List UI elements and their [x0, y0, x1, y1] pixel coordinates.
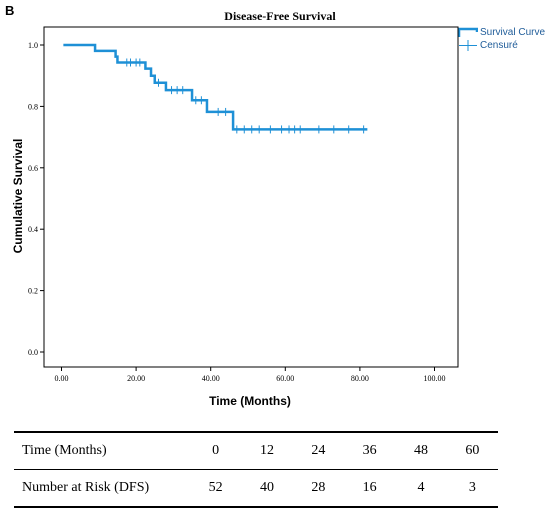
risk-table-cell: 40 [241, 469, 293, 508]
x-tick-label: 0.00 [55, 374, 69, 383]
survival-curve-line [63, 43, 368, 131]
x-tick-label: 40.00 [202, 374, 220, 383]
survival-curve-swatch-icon [458, 27, 478, 37]
km-plot: 0.00 20.00 40.00 60.00 80.00 100.00 0.0 0.2 0.4 0… [28, 26, 459, 383]
x-tick-label: 20.00 [127, 374, 145, 383]
legend-label-censored: Censuré [480, 40, 518, 51]
risk-table-cell: 12 [241, 431, 293, 470]
risk-table-cell: 3 [446, 469, 498, 508]
risk-table-cell: 48 [395, 431, 447, 470]
risk-table-at-risk-row: Number at Risk (DFS) 52 40 28 16 4 3 [14, 469, 498, 508]
y-tick-label: 1.0 [28, 41, 38, 50]
y-tick-label: 0.0 [28, 348, 38, 357]
risk-table-time-row: Time (Months) 0 12 24 36 48 60 [14, 431, 498, 470]
risk-table-cell: 4 [395, 469, 447, 508]
risk-table: Time (Months) 0 12 24 36 48 60 Number at Risk (… [14, 431, 498, 508]
risk-table-row-label: Number at Risk (DFS) [14, 469, 190, 508]
panel-letter: B [5, 3, 15, 18]
risk-table-row-label: Time (Months) [14, 431, 190, 470]
y-tick-label: 0.8 [28, 102, 38, 111]
censored-swatch-icon [459, 40, 477, 51]
legend-item-survival-curve: Survival Curve [458, 26, 545, 39]
y-tick-label: 0.4 [28, 225, 38, 234]
chart-title: Disease-Free Survival [224, 9, 336, 23]
risk-table-cell: 36 [343, 431, 396, 470]
risk-table-cell: 24 [292, 431, 344, 470]
legend-label-survival-curve: Survival Curve [480, 27, 546, 38]
risk-table-cell: 16 [343, 469, 396, 508]
risk-table-cell: 28 [292, 469, 344, 508]
legend: Survival Curve Censuré [458, 26, 545, 52]
y-tick-label: 0.2 [28, 287, 38, 296]
x-tick-label: 80.00 [351, 374, 369, 383]
legend-item-censored: Censuré [458, 39, 545, 52]
risk-table-cell: 0 [190, 431, 242, 470]
x-tick-label: 60.00 [276, 374, 294, 383]
risk-table-cell: 60 [446, 431, 498, 470]
risk-table-cell: 52 [190, 469, 242, 508]
x-tick-label: 100.00 [424, 374, 446, 383]
y-tick-label: 0.6 [28, 164, 38, 173]
plot-frame [43, 26, 459, 368]
x-axis-label: Time (Months) [209, 394, 291, 408]
